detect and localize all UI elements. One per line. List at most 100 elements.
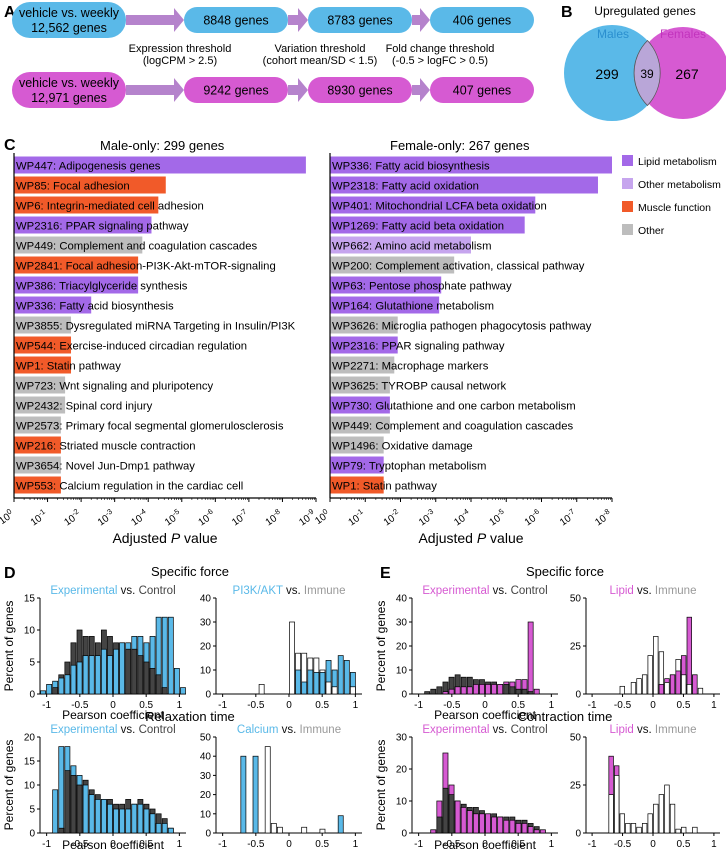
histogram-bar-b <box>625 823 631 834</box>
y-tick-label: 0 <box>205 690 211 701</box>
panel-letter-d: D <box>4 565 16 582</box>
histogram-bar-b <box>125 648 132 695</box>
histogram-bar-a <box>125 808 132 834</box>
histogram-bar-b <box>424 691 431 695</box>
y-axis-title: Percent of genes <box>2 601 16 692</box>
female-flow-label: 12,971 genes <box>31 91 107 105</box>
x-tick-label: -1 <box>414 839 423 850</box>
x-tick-label: 100 <box>312 507 333 527</box>
histogram-bar-b <box>619 685 625 695</box>
y-tick-label: 40 <box>200 752 212 763</box>
histogram-bar-b <box>509 686 516 695</box>
histogram-bar-a <box>76 661 83 695</box>
x-axis-title: Pearson coefficient <box>62 838 165 850</box>
histogram-D3: 0 5 10 15 20 -1 -0.5 0 0.5 1 Experimental vs. Cont… <box>2 724 186 850</box>
bar <box>330 176 598 194</box>
threshold-label: (cohort mean/SD < 1.5) <box>263 55 378 67</box>
male-flow-label: 406 genes <box>453 14 511 28</box>
x-tick-label: -0.5 <box>247 839 265 850</box>
y-tick-label: 20 <box>200 642 212 653</box>
histogram-bar-b <box>521 688 528 695</box>
histogram-bar-a <box>173 668 180 695</box>
bar <box>14 316 72 334</box>
histogram-bar-a <box>240 755 247 834</box>
histogram-bar-a <box>82 655 89 695</box>
bar <box>14 236 143 254</box>
histogram-bar-a <box>88 655 95 695</box>
histogram-subtitle: Calcium vs. Immune <box>237 724 341 736</box>
histogram-bar-a <box>161 616 168 695</box>
y-tick-label: 20 <box>396 765 408 776</box>
x-tick-label: 10-4 <box>128 507 151 529</box>
histogram-bar-a <box>343 660 350 695</box>
bar <box>14 156 306 174</box>
x-tick-label: 0 <box>286 700 292 711</box>
histogram-bar-a <box>337 815 344 834</box>
histogram-bar-a <box>479 813 485 834</box>
bar-label: WP3626: Microglia pathogen phagocytosis … <box>332 321 592 333</box>
y-tick-label: 15 <box>24 594 36 605</box>
bar <box>330 336 398 354</box>
histogram-bar-a <box>252 755 259 834</box>
bar-label: WP447: Adipogenesis genes <box>16 161 161 173</box>
histogram-bar-b <box>319 828 326 834</box>
bar-label: WP2271: Macrophage markers <box>332 361 489 373</box>
bar-label: WP1: Statin pathway <box>332 481 437 493</box>
histogram-bar-a <box>527 621 534 695</box>
legend-label: Lipid metabolism <box>638 156 717 168</box>
histogram-bar-b <box>137 655 144 695</box>
histogram-bar-a <box>100 799 107 834</box>
histogram-bar-a <box>692 674 698 695</box>
histogram-bar-a <box>94 799 101 834</box>
threshold-label: (-0.5 > logFC > 0.5) <box>392 55 488 67</box>
bar <box>14 476 61 494</box>
bar-label: WP2841: Focal adhesion-PI3K-Akt-mTOR-sig… <box>16 261 276 273</box>
x-tick-label: -1 <box>588 839 597 850</box>
panel-letter-b: B <box>561 4 573 21</box>
histogram-bar-a <box>167 827 174 834</box>
histogram-bar-a <box>52 789 59 834</box>
male-flow-box <box>308 7 412 33</box>
histogram-bar-b <box>289 621 295 695</box>
flow-arrow <box>288 8 308 32</box>
x-tick-label: 0.5 <box>511 839 525 850</box>
y-tick-label: 5 <box>29 805 35 816</box>
legend-label: Other metabolism <box>638 179 721 191</box>
x-tick-label: -0.5 <box>614 839 632 850</box>
legend-label: Muscle function <box>638 202 711 214</box>
y-tick-label: 30 <box>396 618 408 629</box>
histogram-bar-a <box>491 684 498 695</box>
y-tick-label: 0 <box>401 690 407 701</box>
histogram-bar-b <box>636 826 642 834</box>
x-tick-label: 0 <box>482 700 488 711</box>
x-tick-label: -1 <box>588 700 597 711</box>
female-flow-label: 8930 genes <box>327 84 392 98</box>
histogram-bar-b <box>149 668 156 695</box>
y-tick-label: 0 <box>29 829 35 840</box>
bar-label: WP3855: Dysregulated miRNA Targeting in … <box>16 321 296 333</box>
x-tick-label: -0.5 <box>247 700 265 711</box>
y-tick-label: 10 <box>396 666 408 677</box>
section-title: Specific force <box>526 564 604 579</box>
histogram-bar-b <box>664 784 670 834</box>
x-tick-label: 1 <box>177 700 183 711</box>
bar-label: WP79: Tryptophan metabolism <box>332 461 486 473</box>
bar-label: WP553: Calcium regulation in the cardiac… <box>16 481 243 493</box>
male-bar-chart: Male-only: 299 genes WP447: Adipogenesis … <box>0 138 317 546</box>
section-title: Specific force <box>151 564 229 579</box>
histogram-bar-a <box>58 746 65 834</box>
x-tick-label: 1 <box>549 700 555 711</box>
bar <box>14 276 139 294</box>
histogram-bar-b <box>636 678 642 695</box>
female-flow-box <box>430 77 534 103</box>
y-tick-label: 20 <box>24 733 36 744</box>
bar-label: WP1496: Oxidative damage <box>332 441 473 453</box>
legend-swatch <box>622 201 633 212</box>
bar <box>14 256 139 274</box>
x-tick-label: -0.5 <box>443 700 461 711</box>
x-tick-label: 0 <box>110 839 116 850</box>
histogram-bar-b <box>264 746 271 834</box>
histogram-bar-b <box>58 827 65 834</box>
bar-label: WP200: Complement activation, classical … <box>332 261 585 273</box>
histogram-bar-a <box>454 800 461 834</box>
